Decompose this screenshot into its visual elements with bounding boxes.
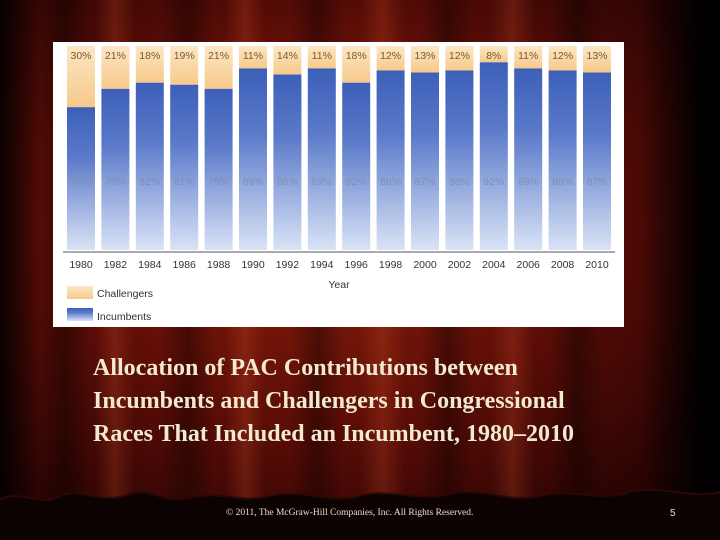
bar-challengers-1980 bbox=[67, 46, 95, 108]
bar-challengers-1994 bbox=[307, 46, 336, 69]
legend-label-challengers: Challengers bbox=[97, 288, 153, 300]
x-tick-label-1992: 1992 bbox=[276, 259, 300, 271]
bar-incumbents-1986 bbox=[170, 84, 199, 250]
x-tick-label-2004: 2004 bbox=[482, 259, 506, 271]
data-label-challengers-1996: 18% bbox=[346, 50, 367, 62]
bar-challengers-1984 bbox=[135, 46, 164, 83]
data-label-incumbents-1980: 70% bbox=[70, 176, 91, 188]
data-label-challengers-2008: 12% bbox=[552, 50, 573, 62]
data-label-challengers-1982: 21% bbox=[105, 50, 126, 62]
bar-incumbents-2008 bbox=[548, 70, 577, 250]
bar-challengers-2002 bbox=[445, 46, 474, 71]
x-tick-label-1986: 1986 bbox=[173, 259, 197, 271]
x-tick-label-1984: 1984 bbox=[138, 259, 162, 271]
data-label-challengers-1992: 14% bbox=[277, 50, 298, 62]
data-label-challengers-1980: 30% bbox=[70, 50, 91, 62]
data-label-incumbents-1992: 86% bbox=[277, 176, 298, 188]
bar-incumbents-1982 bbox=[101, 88, 130, 250]
x-tick-label-2002: 2002 bbox=[448, 259, 472, 271]
data-label-challengers-2010: 13% bbox=[586, 50, 607, 62]
x-tick-label-1998: 1998 bbox=[379, 259, 403, 271]
bar-challengers-1982 bbox=[101, 46, 130, 89]
bar-incumbents-2002 bbox=[445, 70, 474, 250]
bar-challengers-1990 bbox=[239, 46, 267, 69]
data-label-challengers-2000: 13% bbox=[414, 50, 435, 62]
data-label-challengers-1998: 12% bbox=[380, 50, 401, 62]
stacked-bar-chart: 30% 70% 1980 21% 79% 1982 18% 82% 1984 19% 81% 1986… bbox=[63, 46, 615, 323]
bar-incumbents-2006 bbox=[514, 68, 543, 250]
data-label-incumbents-1986: 81% bbox=[174, 176, 195, 188]
bar-incumbents-1980 bbox=[67, 107, 95, 250]
data-label-challengers-1986: 19% bbox=[174, 50, 195, 62]
bar-incumbents-1988 bbox=[204, 88, 233, 250]
bar-challengers-1992 bbox=[273, 46, 302, 75]
bar-incumbents-2010 bbox=[583, 72, 611, 250]
bar-incumbents-2004 bbox=[479, 62, 508, 250]
data-label-challengers-1984: 18% bbox=[139, 50, 160, 62]
bar-challengers-1988 bbox=[204, 46, 233, 89]
bar-challengers-2004 bbox=[479, 46, 508, 63]
x-tick-label-1990: 1990 bbox=[241, 259, 265, 271]
data-label-incumbents-2006: 89% bbox=[518, 176, 539, 188]
data-label-incumbents-2002: 88% bbox=[449, 176, 470, 188]
x-tick-label-2008: 2008 bbox=[551, 259, 575, 271]
legend-swatch-incumbents bbox=[67, 308, 93, 321]
chart-panel: 30% 70% 1980 21% 79% 1982 18% 82% 1984 19% 81% 1986… bbox=[53, 42, 624, 327]
data-label-incumbents-2000: 87% bbox=[414, 176, 435, 188]
x-tick-label-1982: 1982 bbox=[104, 259, 128, 271]
data-label-incumbents-1998: 88% bbox=[380, 176, 401, 188]
x-tick-label-2006: 2006 bbox=[517, 259, 541, 271]
footer-copyright: © 2011, The McGraw-Hill Companies, Inc. … bbox=[226, 508, 474, 518]
bar-incumbents-1996 bbox=[342, 82, 371, 250]
data-label-incumbents-2004: 92% bbox=[483, 176, 504, 188]
data-label-challengers-1990: 11% bbox=[243, 50, 263, 62]
x-tick-label-1980: 1980 bbox=[69, 259, 93, 271]
bar-incumbents-2000 bbox=[411, 72, 439, 250]
data-label-incumbents-1988: 79% bbox=[208, 176, 229, 188]
slide-number: 5 bbox=[670, 508, 676, 519]
data-label-incumbents-2010: 87% bbox=[586, 176, 607, 188]
bar-incumbents-1994 bbox=[307, 68, 336, 250]
bar-challengers-1986 bbox=[170, 46, 199, 85]
bar-incumbents-1998 bbox=[376, 70, 405, 250]
data-label-challengers-2006: 11% bbox=[518, 50, 538, 62]
bar-incumbents-1990 bbox=[239, 68, 267, 250]
legend-label-incumbents: Incumbents bbox=[97, 311, 151, 323]
data-label-challengers-2002: 12% bbox=[449, 50, 470, 62]
bar-challengers-1998 bbox=[376, 46, 405, 71]
data-label-incumbents-1990: 89% bbox=[242, 176, 263, 188]
bar-incumbents-1984 bbox=[135, 82, 164, 250]
legend-swatch-challengers bbox=[67, 286, 93, 299]
bar-challengers-1996 bbox=[342, 46, 371, 83]
caption-line-1: Allocation of PAC Contributions between bbox=[93, 355, 518, 381]
curtain-hem bbox=[0, 488, 720, 540]
data-label-challengers-1988: 21% bbox=[208, 50, 229, 62]
x-tick-label-1996: 1996 bbox=[345, 259, 369, 271]
slide-caption: Allocation of PAC Contributions between … bbox=[93, 352, 683, 451]
data-label-incumbents-1996: 82% bbox=[346, 176, 367, 188]
bar-challengers-2000 bbox=[411, 46, 439, 73]
data-label-incumbents-1994: 89% bbox=[311, 176, 332, 188]
bar-challengers-2006 bbox=[514, 46, 543, 69]
data-label-incumbents-2008: 88% bbox=[552, 176, 573, 188]
data-label-challengers-2004: 8% bbox=[486, 50, 501, 62]
bar-challengers-2010 bbox=[583, 46, 611, 73]
x-tick-label-1994: 1994 bbox=[310, 259, 334, 271]
data-label-challengers-1994: 11% bbox=[312, 50, 332, 62]
x-tick-label-2000: 2000 bbox=[413, 259, 437, 271]
data-label-incumbents-1984: 82% bbox=[139, 176, 160, 188]
caption-line-3: Races That Included an Incumbent, 1980–2… bbox=[93, 421, 574, 447]
bar-incumbents-1992 bbox=[273, 74, 302, 250]
x-tick-label-1988: 1988 bbox=[207, 259, 231, 271]
data-label-incumbents-1982: 79% bbox=[105, 176, 126, 188]
x-axis-label: Year bbox=[328, 279, 350, 291]
caption-line-2: Incumbents and Challengers in Congressio… bbox=[93, 388, 565, 414]
bar-challengers-2008 bbox=[548, 46, 577, 71]
x-tick-label-2010: 2010 bbox=[585, 259, 609, 271]
